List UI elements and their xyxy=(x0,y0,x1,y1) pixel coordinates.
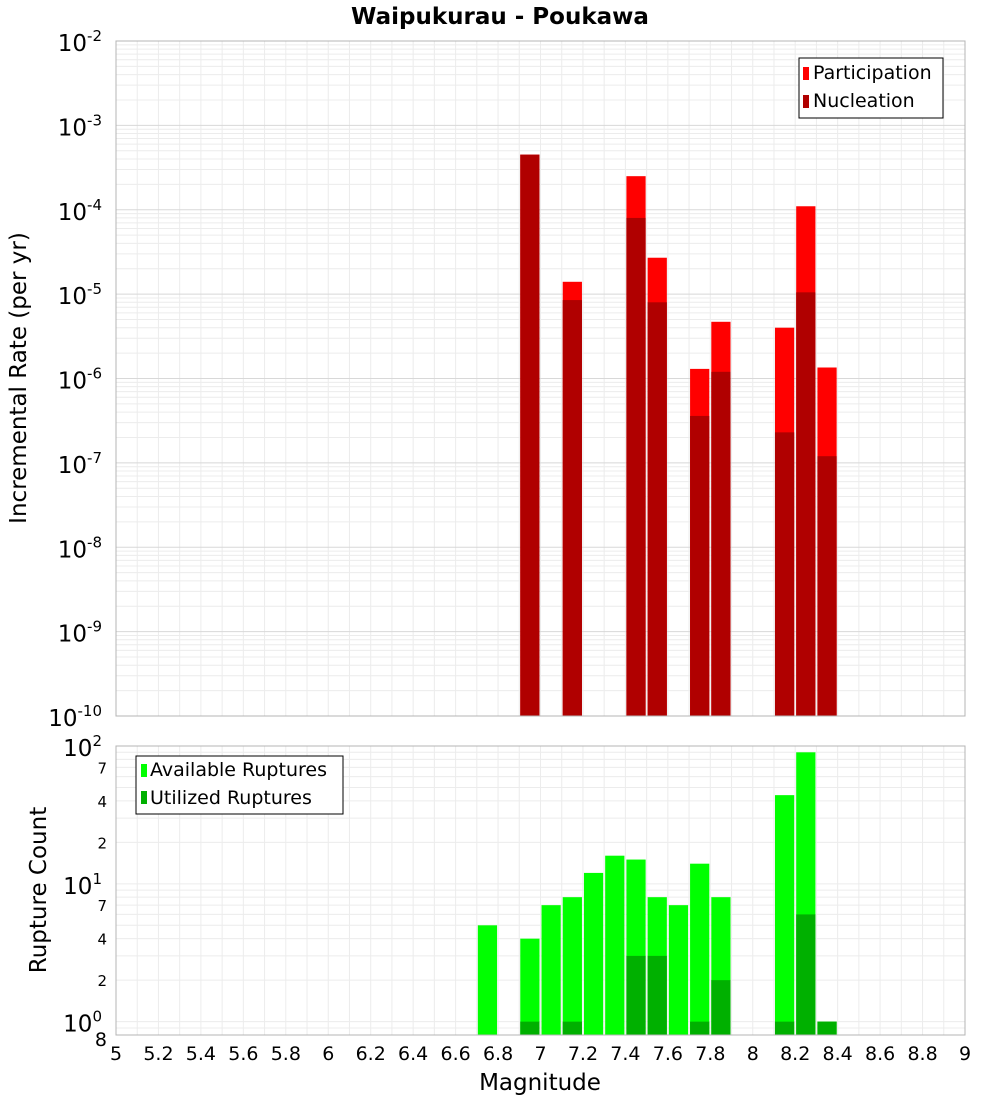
legend-swatch-nucleation xyxy=(803,95,809,108)
x-tick-label: 9 xyxy=(959,1043,971,1065)
bottom-bar-b xyxy=(711,980,731,1035)
bottom-y-tick-label: 100 xyxy=(63,1008,102,1038)
legend-label-participation: Participation xyxy=(813,62,932,84)
top-bar-b xyxy=(626,217,646,716)
x-tick-label: 5.4 xyxy=(186,1043,216,1065)
x-tick-label: 7.2 xyxy=(568,1043,598,1065)
bottom-bar-b xyxy=(626,955,646,1035)
top-legend: Participation Nucleation xyxy=(798,57,944,119)
top-y-tick-label: 10-3 xyxy=(58,111,102,141)
bottom-bar-b xyxy=(796,914,816,1035)
bottom-y-axis-label: Rupture Count xyxy=(26,807,52,973)
top-y-tick-label: 10-4 xyxy=(58,196,102,226)
bottom-legend: Available Ruptures Utilized Ruptures xyxy=(135,755,344,815)
top-bar-b xyxy=(647,302,667,716)
x-tick-label: 6.2 xyxy=(356,1043,386,1065)
top-bar-b xyxy=(774,432,795,716)
bottom-bar-b xyxy=(774,1021,795,1035)
bottom-bar-a xyxy=(541,905,561,1035)
bottom-bar-a xyxy=(477,925,498,1035)
bottom-bar-b xyxy=(690,1021,710,1035)
top-bar-b xyxy=(711,371,731,716)
legend-label-available: Available Ruptures xyxy=(150,759,327,781)
bottom-bar-b xyxy=(562,1021,582,1035)
x-tick-label: 7.8 xyxy=(695,1043,725,1065)
x-tick-label: 8.4 xyxy=(823,1043,853,1065)
top-y-tick-label: 10-7 xyxy=(58,449,102,479)
bottom-bar-a xyxy=(690,863,710,1035)
bottom-bar-a xyxy=(583,872,604,1035)
x-tick-label: 6.8 xyxy=(483,1043,513,1065)
x-tick-label: 5.2 xyxy=(143,1043,173,1065)
bottom-bar-a xyxy=(520,938,540,1035)
bottom-bar-a xyxy=(605,855,625,1035)
top-bar-b xyxy=(562,300,582,716)
top-y-tick-label: 10-10 xyxy=(48,702,102,732)
top-y-tick-label: 10-5 xyxy=(58,280,102,310)
top-bar-b xyxy=(796,292,816,716)
bottom-bar-a xyxy=(774,795,795,1035)
bottom-y-tick-label: 102 xyxy=(63,732,102,762)
x-tick-label: 5 xyxy=(110,1043,122,1065)
x-tick-label: 8.8 xyxy=(907,1043,937,1065)
x-tick-label: 6 xyxy=(322,1043,334,1065)
x-tick-labels: 5 5.2 5.4 5.6 5.8 6 6.2 6.4 6.6 6.8 7 7.2 7.4 7.6 7.8 8… xyxy=(110,1043,971,1065)
bottom-legend-box xyxy=(135,755,344,815)
top-y-tick-label: 10-2 xyxy=(58,27,102,57)
x-tick-label: 7 xyxy=(534,1043,546,1065)
bottom-bars xyxy=(477,752,837,1035)
top-bars xyxy=(520,154,837,716)
top-y-tick-labels: 10-10 10-9 10-8 10-7 10-6 10-5 10-4 10-3 10-2 xyxy=(48,27,102,732)
top-grid xyxy=(115,41,966,717)
bottom-y-tick-label: 101 xyxy=(63,870,102,900)
bottom-bar-b xyxy=(520,1021,540,1035)
x-tick-label: 6.6 xyxy=(440,1043,470,1065)
top-bar-b xyxy=(817,456,837,716)
bottom-bar-b xyxy=(647,955,667,1035)
bottom-y-tick-label: 7 xyxy=(97,897,107,915)
chart-title: Waipukurau - Poukawa xyxy=(351,4,649,30)
x-tick-label: 8.6 xyxy=(865,1043,895,1065)
bottom-y-tick-label: 4 xyxy=(97,793,107,811)
x-tick-label: 8 xyxy=(747,1043,759,1065)
bottom-bar-a xyxy=(562,897,582,1035)
bottom-bar-a xyxy=(668,905,689,1035)
legend-label-utilized: Utilized Ruptures xyxy=(150,787,312,809)
x-tick-label: 5.8 xyxy=(271,1043,301,1065)
bottom-plot-border xyxy=(115,745,966,1036)
bottom-y-tick-label: 8 xyxy=(95,1029,107,1051)
top-plot-border xyxy=(115,40,966,717)
bottom-y-tick-label: 2 xyxy=(97,834,107,852)
legend-swatch-utilized xyxy=(141,791,147,804)
legend-swatch-available xyxy=(141,764,147,777)
top-y-tick-label: 10-9 xyxy=(58,618,102,648)
x-tick-label: 5.6 xyxy=(228,1043,258,1065)
top-y-tick-label: 10-6 xyxy=(58,365,102,395)
top-y-axis-label: Incremental Rate (per yr) xyxy=(6,232,32,524)
bottom-y-tick-label: 4 xyxy=(97,931,107,949)
bottom-y-tick-label: 7 xyxy=(97,759,107,777)
bottom-y-tick-label: 2 xyxy=(97,972,107,990)
legend-label-nucleation: Nucleation xyxy=(813,90,915,112)
x-tick-label: 6.4 xyxy=(398,1043,428,1065)
top-legend-box xyxy=(798,57,944,119)
bottom-bar-b xyxy=(817,1021,837,1035)
x-tick-label: 7.4 xyxy=(610,1043,640,1065)
x-tick-label: 8.2 xyxy=(780,1043,810,1065)
x-axis-label: Magnitude xyxy=(479,1070,601,1096)
legend-swatch-participation xyxy=(803,67,809,80)
top-bar-b xyxy=(690,415,710,716)
top-y-tick-label: 10-8 xyxy=(58,533,102,563)
top-bar-b xyxy=(520,154,540,716)
x-tick-label: 7.6 xyxy=(653,1043,683,1065)
